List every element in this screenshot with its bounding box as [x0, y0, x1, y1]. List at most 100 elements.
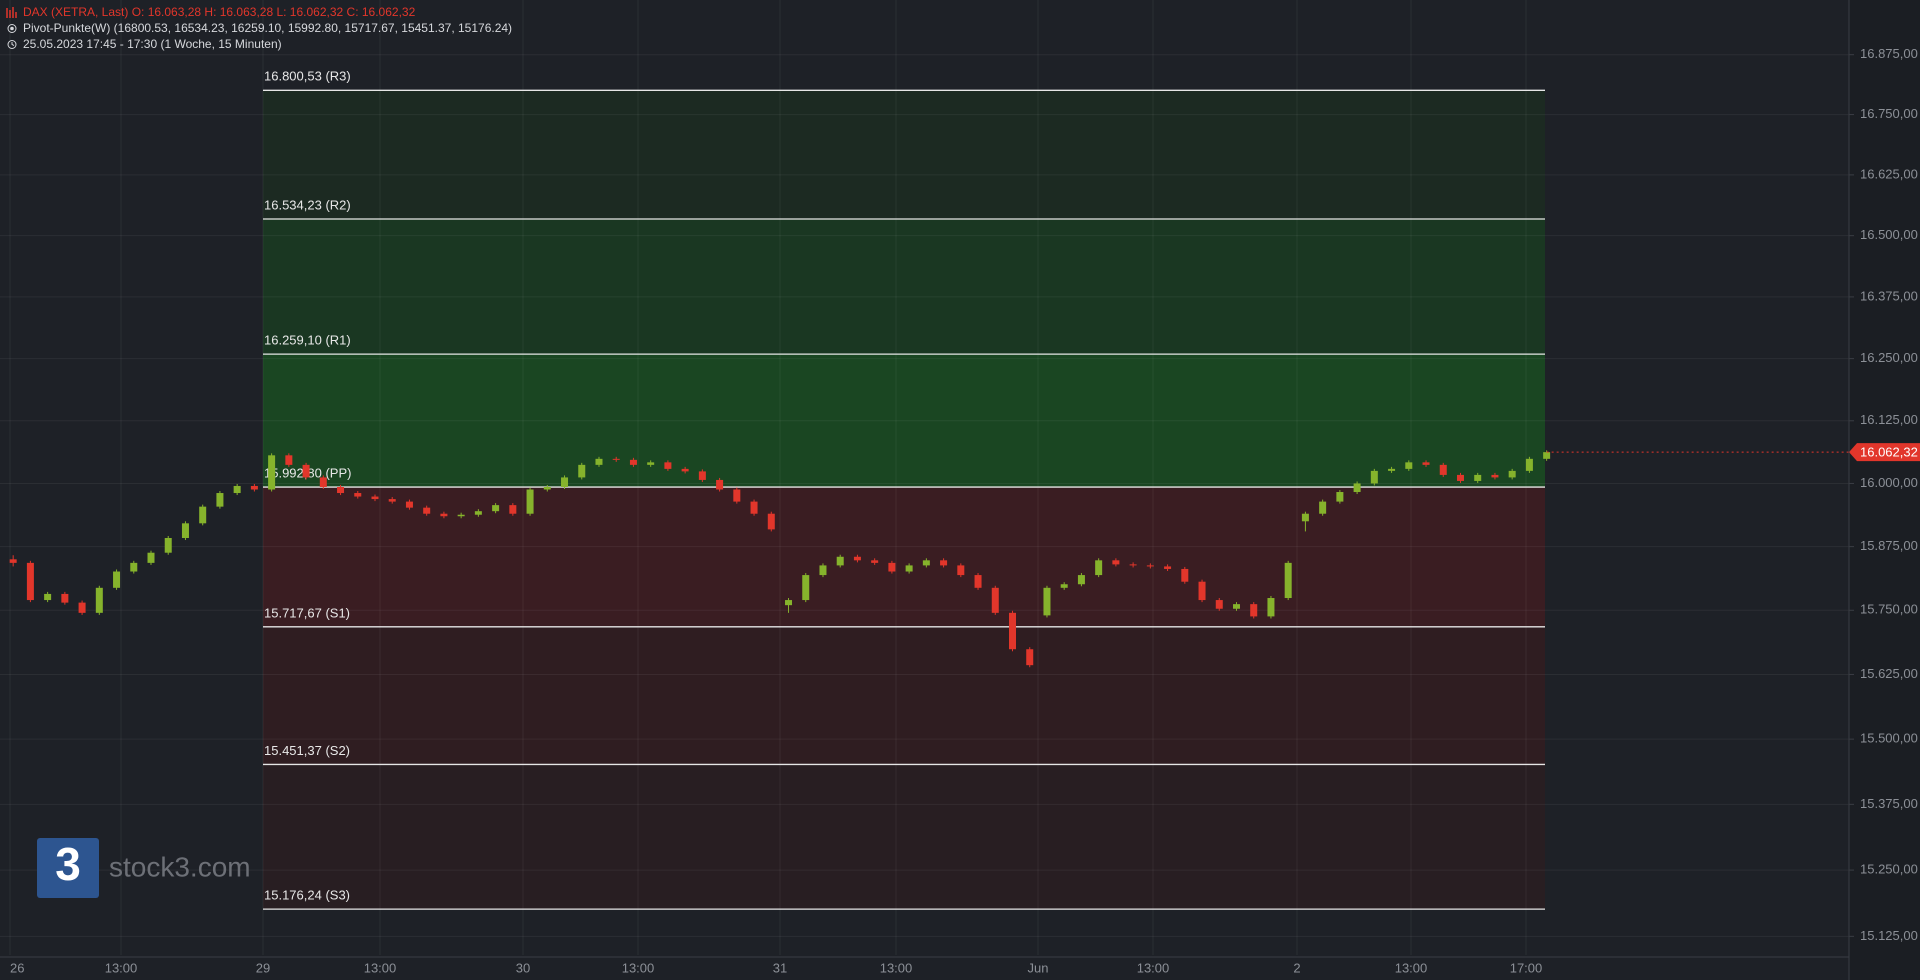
candle-body: [1043, 587, 1051, 616]
candle-body: [492, 505, 500, 512]
x-tick-label: Jun: [1028, 960, 1049, 975]
candle-body: [1439, 464, 1447, 475]
y-tick-label: 15.375,00: [1860, 796, 1918, 811]
bands: [263, 90, 1545, 910]
candle-body: [268, 455, 276, 490]
candle-body: [1284, 562, 1292, 599]
candle-body: [785, 600, 793, 606]
header: DAX (XETRA, Last) O: 16.063,28 H: 16.063…: [6, 5, 512, 51]
axes: 16.875,00 16.750,00 16.625,00 16.500,00 16.3…: [10, 46, 1920, 975]
x-tick-label: 13:00: [105, 960, 138, 975]
candle-body: [1543, 452, 1551, 459]
candle-body: [474, 511, 482, 515]
logo-mark: 3: [55, 838, 81, 890]
candle-body: [629, 459, 637, 465]
candle-body: [78, 602, 86, 613]
candle-body: [302, 464, 310, 478]
pivot-band: [263, 764, 1545, 910]
candle-body: [423, 507, 431, 514]
pivot-band: [263, 626, 1545, 765]
pivot-label: 16.534,23 (R2): [264, 197, 351, 212]
candle-body: [957, 565, 965, 576]
y-tick-label: 15.250,00: [1860, 862, 1918, 877]
y-tick-label: 16.000,00: [1860, 475, 1918, 490]
candle-body: [664, 462, 672, 469]
y-tick-label: 15.125,00: [1860, 928, 1918, 943]
y-tick-label: 16.250,00: [1860, 350, 1918, 365]
candle-body: [991, 587, 999, 613]
y-axis-panel: [1849, 0, 1920, 980]
pivot-label: 16.800,53 (R3): [264, 69, 351, 84]
pivot-label: 15.176,24 (S3): [264, 888, 350, 903]
x-tick-label: 13:00: [1395, 960, 1428, 975]
candle-body: [905, 565, 913, 572]
candle-body: [405, 501, 413, 508]
candle-body: [853, 556, 861, 561]
candle-body: [371, 496, 379, 500]
pivot-band: [263, 487, 1545, 627]
candle-body: [1491, 474, 1499, 478]
candle-body: [922, 560, 930, 566]
candle-body: [1129, 564, 1137, 566]
candle-body: [181, 523, 189, 538]
candle-body: [1336, 492, 1344, 502]
candle-body: [526, 489, 534, 514]
pivot-band: [263, 354, 1545, 488]
candle-body: [836, 556, 844, 566]
candle-body: [164, 537, 172, 553]
candle-body: [767, 513, 775, 530]
candle-body: [457, 514, 465, 517]
pivot-band: [263, 218, 1545, 355]
header-icon: [7, 40, 17, 49]
x-tick-label: 30: [516, 960, 530, 975]
candle-body: [509, 505, 517, 514]
candle-body: [1422, 462, 1430, 465]
candle-body: [26, 562, 34, 601]
candle-body: [1250, 604, 1258, 617]
last-price-box: [1849, 443, 1920, 462]
candle-body: [147, 552, 155, 563]
logo-box: [37, 838, 99, 898]
candle-body: [1301, 513, 1309, 522]
candle-body: [1370, 470, 1378, 484]
candle-body: [578, 464, 586, 478]
candle-body: [1077, 575, 1085, 585]
candle-body: [9, 559, 17, 563]
candle-body: [1146, 565, 1154, 567]
y-tick-label: 15.625,00: [1860, 666, 1918, 681]
candle-body: [233, 485, 241, 494]
x-tick-label: 13:00: [1137, 960, 1170, 975]
candle-body: [1026, 649, 1034, 666]
pivot-label: 16.259,10 (R1): [264, 333, 351, 348]
pivots: 16.800,53 (R3) 16.534,23 (R2) 16.259,10 (R…: [263, 69, 1545, 910]
y-tick-label: 16.500,00: [1860, 227, 1918, 242]
candle-body: [543, 486, 551, 490]
candle-body: [612, 458, 620, 460]
last-price-label: 16.062,32: [1860, 445, 1918, 460]
candle-body: [199, 506, 207, 524]
candle-body: [61, 593, 69, 603]
y-tick-label: 16.750,00: [1860, 106, 1918, 121]
pivot-label: 15.717,67 (S1): [264, 605, 350, 620]
candle-body: [974, 575, 982, 588]
candle-body: [1198, 581, 1206, 601]
header-indicator: Pivot-Punkte(W) (16800.53, 16534.23, 162…: [23, 21, 512, 35]
candle-body: [1525, 458, 1533, 471]
candle-body: [716, 479, 724, 490]
header-icon: [10, 26, 14, 31]
x-tick-label: 31: [773, 960, 787, 975]
candle-body: [940, 560, 948, 566]
pivot-band: [263, 90, 1545, 219]
x-tick-label: 13:00: [364, 960, 397, 975]
candle-body: [1112, 560, 1120, 565]
candle-body: [1474, 474, 1482, 481]
y-tick-label: 15.500,00: [1860, 731, 1918, 746]
candle-body: [1388, 468, 1396, 471]
header-icon: [11, 42, 15, 46]
candles: [9, 450, 1551, 668]
candle-body: [354, 493, 362, 497]
candle-body: [1405, 462, 1413, 469]
candle-body: [1095, 560, 1103, 576]
candle-body: [595, 458, 603, 465]
